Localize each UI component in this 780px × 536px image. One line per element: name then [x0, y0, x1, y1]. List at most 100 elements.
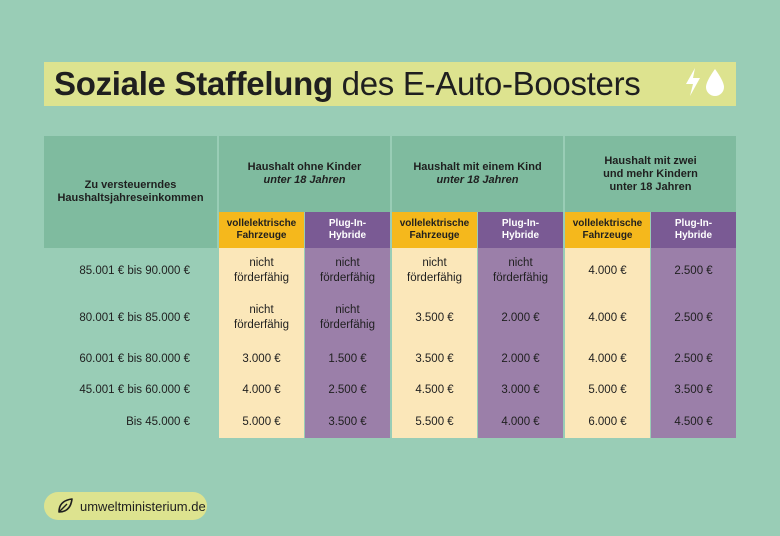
- subsidy-cell: 4.000 €: [565, 251, 650, 291]
- subsidy-cell-text: förderfähig: [320, 319, 375, 331]
- group-header-bg-2: [392, 136, 563, 212]
- title-icons: [684, 67, 726, 102]
- subheader-electric-line2: Fahrzeuge: [409, 230, 460, 241]
- income-header: Zu versteuerndes Haushaltsjahreseinkomme…: [44, 166, 217, 218]
- subsidy-cell-text: förderfähig: [493, 272, 548, 284]
- group-header-2: Haushalt mit einem Kind unter 18 Jahren: [392, 136, 563, 212]
- subsidy-cell-text: 3.000 €: [242, 352, 281, 365]
- leaf-icon: [56, 497, 74, 515]
- income-bracket: 85.001 € bis 90.000 €: [79, 265, 190, 277]
- income-bracket: 45.001 € bis 60.000 €: [79, 384, 190, 396]
- subsidy-cell: 3.500 €: [392, 298, 477, 338]
- subsidy-cell-text: 4.000 €: [588, 311, 627, 324]
- subsidy-cell: nicht förderfähig: [219, 298, 304, 338]
- group-header-3: Haushalt mit zwei und mehr Kindern unter…: [565, 136, 736, 212]
- subsidy-cell-text: nicht: [249, 304, 274, 316]
- column-hybrid-3: [651, 248, 736, 438]
- subheader-hybrid-line2: Hybride: [328, 230, 367, 241]
- subheader-hybrid-3: Plug-In- Hybride: [651, 212, 736, 248]
- subheader-hybrid-line1: Plug-In-: [501, 218, 540, 229]
- subsidy-cell: 3.000 €: [219, 345, 304, 373]
- subsidy-cell-text: förderfähig: [234, 319, 289, 331]
- subsidy-cell-text: 3.500 €: [328, 415, 367, 428]
- subsidy-cell: 2.500 €: [651, 298, 736, 338]
- group-header-1: Haushalt ohne Kinder unter 18 Jahren: [219, 136, 390, 212]
- lightning-icon: [684, 67, 702, 102]
- subsidy-cell-text: 5.500 €: [415, 415, 454, 428]
- subsidy-cell: 3.500 €: [651, 376, 736, 404]
- subsidy-cell: 2.000 €: [478, 345, 563, 373]
- subsidy-cell-text: 3.500 €: [415, 352, 454, 365]
- title-bold: Soziale Staffelung: [54, 65, 333, 102]
- income-header-line2: Haushaltsjahreseinkommen: [57, 192, 204, 204]
- subsidy-cell: 2.500 €: [305, 376, 390, 404]
- website-label: umweltministerium.de: [80, 498, 206, 514]
- subsidy-cell-text: 3.500 €: [674, 383, 713, 396]
- group-header-bg-1: [219, 136, 390, 212]
- subheader-electric-line2: Fahrzeuge: [582, 230, 633, 241]
- subsidy-cell-text: nicht: [335, 257, 360, 269]
- subsidy-cell-text: 4.000 €: [242, 383, 281, 396]
- subheader-hybrid-line1: Plug-In-: [328, 218, 367, 229]
- subsidy-cell: 5.500 €: [392, 408, 477, 436]
- subsidy-cell-text: 5.000 €: [242, 415, 281, 428]
- subsidy-cell-text: 4.000 €: [588, 264, 627, 277]
- subsidy-cell: 4.000 €: [565, 345, 650, 373]
- subheader-electric-line1: vollelektrische: [572, 218, 643, 229]
- income-bracket: Bis 45.000 €: [126, 416, 190, 428]
- subheader-hybrid-2: Plug-In- Hybride: [478, 212, 563, 248]
- subsidy-cell-text: 1.500 €: [328, 352, 367, 365]
- title-rest: des E-Auto-Boosters: [332, 65, 641, 102]
- subsidy-cell: 4.500 €: [651, 408, 736, 436]
- group-header-bg-3: [565, 136, 736, 212]
- group-2-line2: unter 18 Jahren: [436, 174, 519, 186]
- subsidy-cell-text: 2.000 €: [501, 311, 540, 324]
- group-3-line2: und mehr Kindern: [603, 167, 698, 180]
- subsidy-cell-text: 4.000 €: [501, 415, 540, 428]
- subsidy-cell-text: nicht: [508, 257, 533, 269]
- group-1-line1: Haushalt ohne Kinder: [247, 161, 362, 173]
- income-bracket: 80.001 € bis 85.000 €: [79, 312, 190, 324]
- subsidy-cell-text: nicht: [335, 304, 360, 316]
- column-electric-1: [219, 248, 304, 438]
- subheader-electric-2: vollelektrische Fahrzeuge: [392, 212, 477, 248]
- group-2-line1: Haushalt mit einem Kind: [413, 161, 542, 173]
- subsidy-table: Zu versteuerndes Haushaltsjahreseinkomme…: [44, 136, 736, 438]
- subsidy-cell: nicht förderfähig: [392, 251, 477, 291]
- subsidy-cell-text: 5.000 €: [588, 383, 627, 396]
- website-badge[interactable]: umweltministerium.de: [44, 492, 207, 520]
- subsidy-cell-text: 6.000 €: [588, 415, 627, 428]
- subsidy-cell-text: 4.000 €: [588, 352, 627, 365]
- subsidy-cell: 6.000 €: [565, 408, 650, 436]
- subheader-electric-line1: vollelektrische: [226, 218, 297, 229]
- subheader-electric-3: vollelektrische Fahrzeuge: [565, 212, 650, 248]
- subsidy-cell-text: 2.500 €: [674, 264, 713, 277]
- column-hybrid-1: [305, 248, 390, 438]
- income-header-bg: [44, 136, 217, 248]
- subsidy-cell-text: nicht: [249, 257, 274, 269]
- subsidy-cell: 5.000 €: [565, 376, 650, 404]
- subheader-hybrid-1: Plug-In- Hybride: [305, 212, 390, 248]
- subheader-hybrid-line2: Hybride: [674, 230, 713, 241]
- subheader-electric-line2: Fahrzeuge: [236, 230, 287, 241]
- income-bracket: 60.001 € bis 80.000 €: [79, 353, 190, 365]
- column-hybrid-2: [478, 248, 563, 438]
- subsidy-cell-text: förderfähig: [320, 272, 375, 284]
- subsidy-cell: nicht förderfähig: [478, 251, 563, 291]
- group-3-line3: unter 18 Jahren: [609, 180, 692, 193]
- subsidy-cell-text: 3.500 €: [415, 311, 454, 324]
- subsidy-cell-text: 2.500 €: [674, 311, 713, 324]
- subsidy-cell: 3.500 €: [392, 345, 477, 373]
- group-1-line2: unter 18 Jahren: [263, 174, 346, 186]
- subsidy-cell: nicht förderfähig: [305, 251, 390, 291]
- subsidy-cell: 4.000 €: [219, 376, 304, 404]
- subheader-hybrid-line1: Plug-In-: [674, 218, 713, 229]
- subsidy-cell: nicht förderfähig: [305, 298, 390, 338]
- subsidy-cell: nicht förderfähig: [219, 251, 304, 291]
- subsidy-cell: 4.500 €: [392, 376, 477, 404]
- group-3-line1: Haushalt mit zwei: [604, 154, 697, 167]
- subsidy-cell-text: 4.500 €: [415, 383, 454, 396]
- subsidy-cell: 4.000 €: [565, 298, 650, 338]
- column-electric-2: [392, 248, 477, 438]
- subsidy-cell: 2.500 €: [651, 345, 736, 373]
